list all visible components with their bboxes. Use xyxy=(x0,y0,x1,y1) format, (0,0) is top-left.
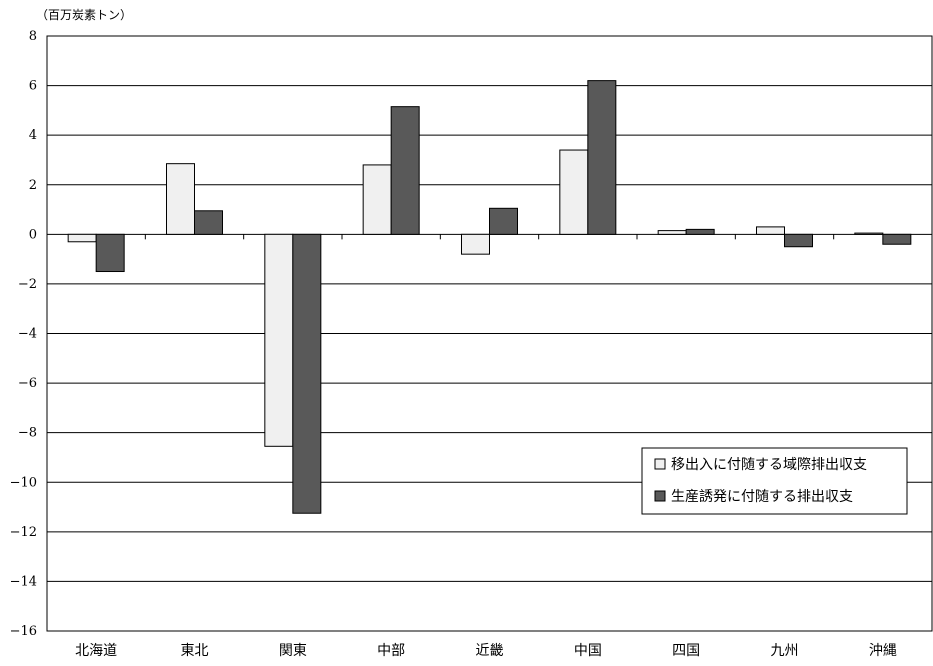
bar xyxy=(882,233,912,245)
y-tick-label: −14 xyxy=(10,574,37,589)
y-unit-label: （百万炭素トン） xyxy=(36,8,133,22)
y-axis: 8 6 4 2 0 −2 −4 −6 −8 −10 −12 −14 −16 xyxy=(10,29,37,639)
bar xyxy=(264,233,294,447)
bar xyxy=(559,149,589,235)
y-tick-label: −8 xyxy=(18,426,37,441)
y-tick-label: 0 xyxy=(29,227,37,242)
bar xyxy=(756,226,785,235)
x-tick-label: 四国 xyxy=(672,643,700,659)
bar xyxy=(784,233,813,248)
y-tick-label: 6 xyxy=(29,79,37,94)
legend-swatch xyxy=(654,458,666,470)
x-tick-label: 沖縄 xyxy=(869,643,897,659)
y-tick-label: 2 xyxy=(29,178,37,193)
legend-label: 生産誘発に付随する排出収支 xyxy=(671,489,853,505)
x-tick-label: 関東 xyxy=(279,643,307,659)
x-tick-label: 中部 xyxy=(377,643,405,659)
bar xyxy=(292,233,322,514)
bar xyxy=(166,163,195,235)
x-tick-label: 中国 xyxy=(574,643,602,659)
y-tick-label: 4 xyxy=(29,128,37,143)
bar xyxy=(489,207,518,235)
bar xyxy=(194,210,223,235)
y-tick-label: 8 xyxy=(29,29,37,44)
y-tick-label: −16 xyxy=(10,624,37,639)
y-tick-label: −12 xyxy=(10,525,37,540)
x-tick-label: 九州 xyxy=(771,643,799,659)
legend-box xyxy=(641,447,908,515)
bar xyxy=(685,228,715,235)
x-tick-label: 東北 xyxy=(181,643,209,659)
bars xyxy=(67,80,912,514)
bar xyxy=(854,232,884,235)
y-tick-label: −4 xyxy=(18,327,37,342)
bar xyxy=(587,80,617,235)
x-axis: 北海道 東北 関東 中部 近畿 中国 四国 九州 沖縄 xyxy=(46,234,933,659)
bar xyxy=(461,233,490,255)
y-tick-label: −2 xyxy=(18,277,37,292)
legend-label: 移出入に付随する域際排出収支 xyxy=(671,457,867,473)
y-tick-label: −10 xyxy=(10,475,37,490)
gridlines xyxy=(46,35,933,632)
x-tick-label: 北海道 xyxy=(75,643,117,659)
legend-swatch xyxy=(654,490,666,502)
bar xyxy=(390,106,420,235)
bar xyxy=(362,164,392,235)
bar xyxy=(657,230,687,235)
x-tick-label: 近畿 xyxy=(476,643,504,659)
bar xyxy=(95,233,125,273)
y-tick-label: −6 xyxy=(18,376,37,391)
bar xyxy=(67,233,97,243)
